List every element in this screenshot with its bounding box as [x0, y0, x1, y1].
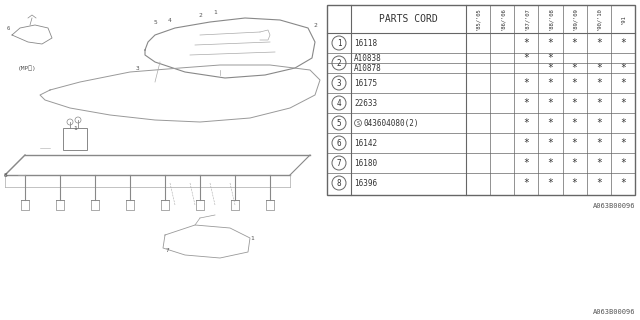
Text: *: *	[548, 138, 554, 148]
Text: *: *	[620, 38, 626, 48]
Text: *: *	[572, 178, 577, 188]
Text: *: *	[572, 78, 577, 88]
Text: 2: 2	[198, 12, 202, 18]
Text: A063B00096: A063B00096	[593, 309, 635, 315]
Text: 7: 7	[166, 247, 170, 252]
Text: 6: 6	[337, 139, 341, 148]
Text: *: *	[548, 38, 554, 48]
Text: 3: 3	[337, 78, 341, 87]
Text: *: *	[572, 98, 577, 108]
Text: 16175: 16175	[354, 78, 377, 87]
Text: *: *	[524, 98, 529, 108]
Text: *: *	[620, 78, 626, 88]
Text: *: *	[596, 78, 602, 88]
Text: *: *	[596, 118, 602, 128]
Text: *: *	[620, 138, 626, 148]
Bar	[63, 128, 87, 150]
Text: *: *	[548, 98, 554, 108]
Text: *: *	[572, 138, 577, 148]
Text: 16180: 16180	[354, 158, 377, 167]
Text: *: *	[524, 118, 529, 128]
Text: 2: 2	[337, 59, 341, 68]
Text: 5: 5	[337, 118, 341, 127]
Text: *: *	[548, 118, 554, 128]
Text: PARTS CORD: PARTS CORD	[379, 14, 438, 24]
Text: 1: 1	[250, 236, 254, 241]
Text: (MP。): (MP。)	[18, 65, 36, 71]
Text: *: *	[596, 158, 602, 168]
Text: '87/'07: '87/'07	[524, 8, 529, 30]
Text: *: *	[548, 158, 554, 168]
Text: *: *	[524, 38, 529, 48]
Bar	[327, 5, 635, 195]
Text: *: *	[572, 38, 577, 48]
Text: *: *	[596, 138, 602, 148]
Text: 1: 1	[213, 10, 217, 14]
Text: *: *	[572, 158, 577, 168]
Text: 8: 8	[337, 179, 341, 188]
Text: 16142: 16142	[354, 139, 377, 148]
Text: 8: 8	[3, 172, 7, 178]
Text: *: *	[596, 98, 602, 108]
Text: 6: 6	[6, 26, 10, 30]
Text: 1: 1	[337, 38, 341, 47]
Text: A10878: A10878	[354, 63, 381, 73]
Text: 16396: 16396	[354, 179, 377, 188]
Text: *: *	[548, 78, 554, 88]
Text: '90/'10: '90/'10	[596, 8, 602, 30]
Text: 4: 4	[168, 18, 172, 22]
Text: *: *	[548, 178, 554, 188]
Text: *: *	[524, 178, 529, 188]
Text: *: *	[596, 63, 602, 73]
Text: '91: '91	[620, 14, 625, 24]
Text: *: *	[596, 178, 602, 188]
Text: 7: 7	[337, 158, 341, 167]
Text: *: *	[548, 63, 554, 73]
Text: 3: 3	[136, 66, 140, 70]
Text: '89/'09: '89/'09	[572, 8, 577, 30]
Text: *: *	[620, 63, 626, 73]
Text: *: *	[620, 118, 626, 128]
Text: *: *	[620, 98, 626, 108]
Text: *: *	[524, 158, 529, 168]
Text: 22633: 22633	[354, 99, 377, 108]
Text: *: *	[572, 118, 577, 128]
Text: 16118: 16118	[354, 38, 377, 47]
Text: 043604080(2): 043604080(2)	[363, 118, 419, 127]
Text: '85/'05: '85/'05	[476, 8, 481, 30]
Text: '88/'08: '88/'08	[548, 8, 553, 30]
Text: *: *	[524, 53, 529, 63]
Text: *: *	[524, 138, 529, 148]
Text: 1: 1	[73, 125, 77, 131]
Text: A063B00096: A063B00096	[593, 203, 635, 209]
Text: *: *	[524, 78, 529, 88]
Text: A10838: A10838	[354, 53, 381, 62]
Text: *: *	[596, 38, 602, 48]
Text: *: *	[620, 178, 626, 188]
Text: *: *	[572, 63, 577, 73]
Text: *: *	[548, 53, 554, 63]
Text: '86/'06: '86/'06	[500, 8, 505, 30]
Text: *: *	[620, 158, 626, 168]
Text: 5: 5	[153, 20, 157, 25]
Text: 2: 2	[313, 22, 317, 28]
Text: 4: 4	[337, 99, 341, 108]
Text: S: S	[356, 121, 360, 125]
